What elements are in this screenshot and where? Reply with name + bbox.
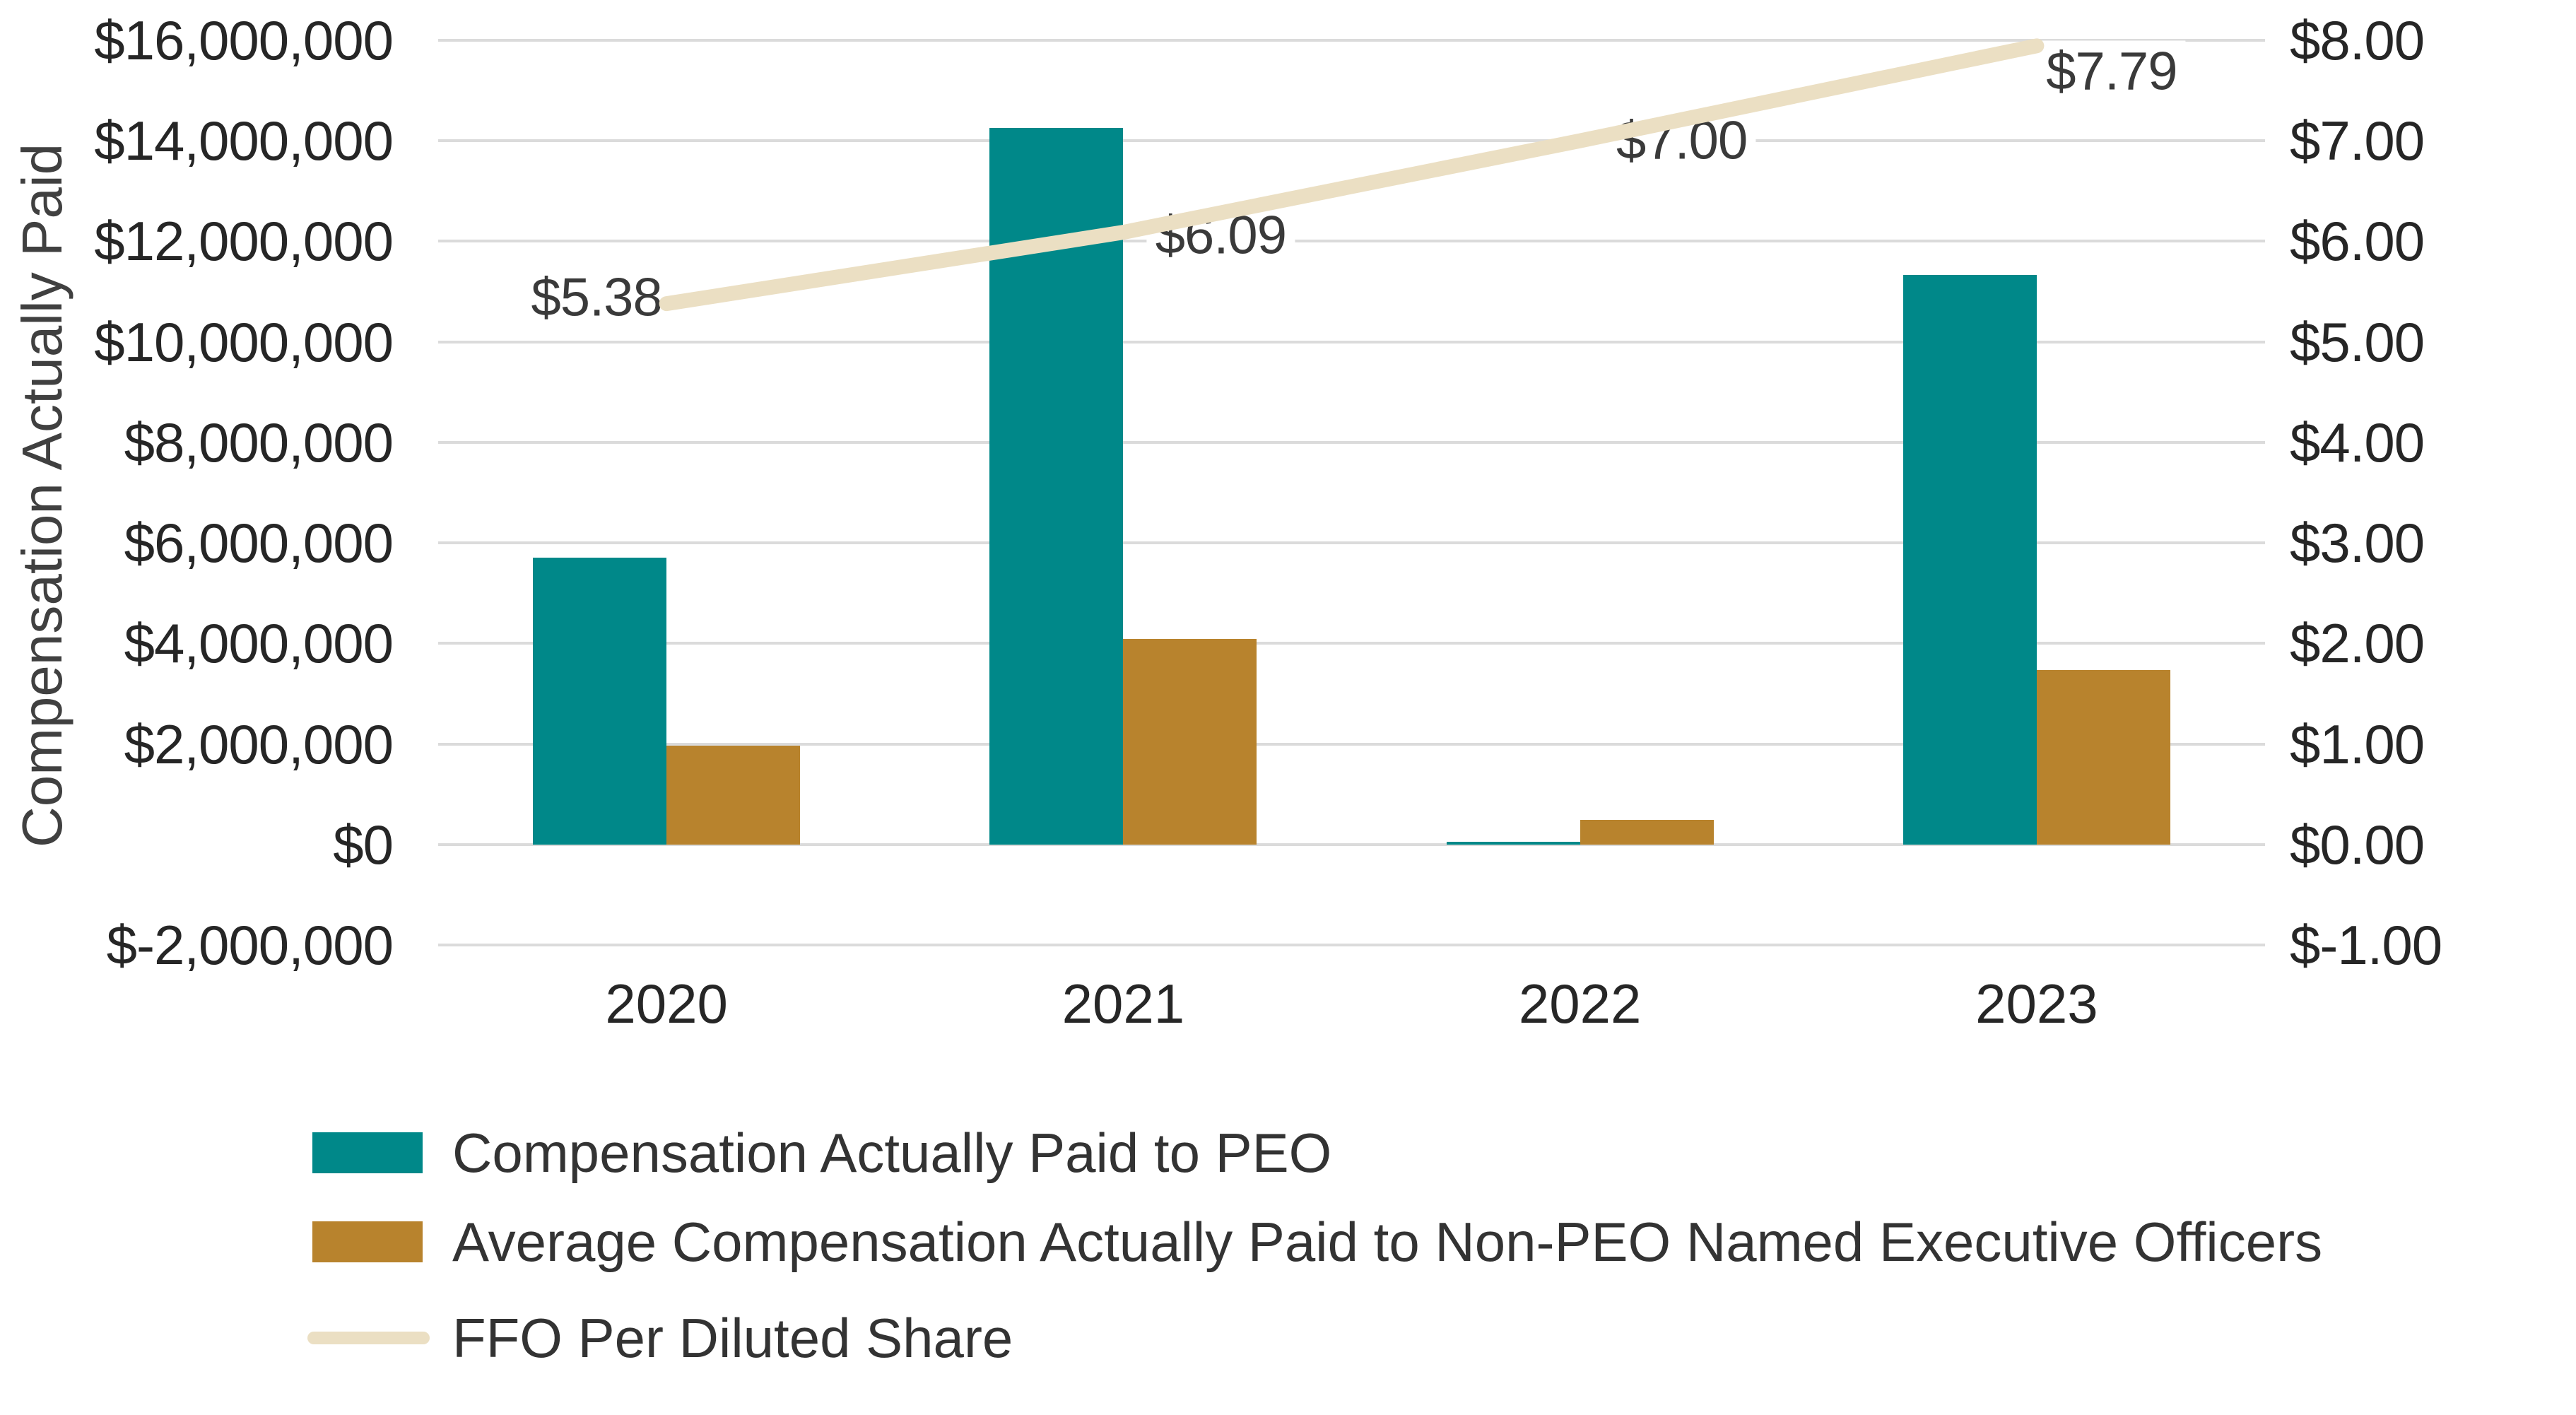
right-axis-tick: $6.00 bbox=[2290, 210, 2425, 273]
left-axis-tick: $14,000,000 bbox=[94, 110, 394, 172]
right-axis-tick: $1.00 bbox=[2290, 712, 2425, 775]
left-axis-tick: $0 bbox=[333, 813, 394, 876]
right-axis-tick: $2.00 bbox=[2290, 612, 2425, 675]
left-axis-tick: $6,000,000 bbox=[124, 512, 394, 575]
gridline bbox=[438, 642, 2265, 645]
gridline bbox=[438, 541, 2265, 545]
gridline bbox=[438, 842, 2265, 846]
gridline bbox=[438, 39, 2265, 42]
right-axis-tick: $-1.00 bbox=[2290, 914, 2442, 976]
gridline bbox=[438, 944, 2265, 946]
bar-non-peo-neo-2020 bbox=[666, 745, 801, 845]
bar-swatch-icon bbox=[312, 1132, 423, 1173]
x-axis-label-2021: 2021 bbox=[1061, 973, 1185, 1035]
legend-label: Average Compensation Actually Paid to No… bbox=[452, 1211, 2323, 1273]
gridline bbox=[438, 340, 2265, 344]
legend-label: Compensation Actually Paid to PEO bbox=[452, 1122, 1332, 1184]
bar-non-peo-neo-2022 bbox=[1580, 819, 1714, 845]
x-axis-label-2020: 2020 bbox=[605, 973, 728, 1035]
left-axis-tick: $12,000,000 bbox=[94, 210, 394, 273]
right-axis-tick: $8.00 bbox=[2290, 9, 2425, 71]
gridline bbox=[438, 139, 2265, 143]
line-swatch-icon bbox=[307, 1332, 430, 1344]
left-axis-tick: $-2,000,000 bbox=[106, 914, 394, 976]
gridline bbox=[438, 742, 2265, 746]
left-axis-tick: $10,000,000 bbox=[94, 310, 394, 373]
ffo-per-diluted-share-line bbox=[659, 38, 2045, 312]
left-axis-tick: $4,000,000 bbox=[124, 612, 394, 675]
right-axis-tick: $5.00 bbox=[2290, 310, 2425, 373]
bar-peo-2023 bbox=[1902, 275, 2037, 845]
bar-non-peo-neo-2021 bbox=[1123, 638, 1257, 845]
bar-peo-2022 bbox=[1446, 841, 1580, 845]
right-axis-tick: $7.00 bbox=[2290, 110, 2425, 172]
left-axis-tick: $2,000,000 bbox=[124, 712, 394, 775]
bar-swatch-icon bbox=[312, 1221, 423, 1262]
left-axis-tick: $16,000,000 bbox=[94, 9, 394, 71]
left-axis-tick: $8,000,000 bbox=[124, 411, 394, 474]
x-axis-label-2022: 2022 bbox=[1518, 973, 1642, 1035]
right-axis-tick: $3.00 bbox=[2290, 512, 2425, 575]
right-axis-tick: $0.00 bbox=[2290, 813, 2425, 876]
right-axis-tick: $4.00 bbox=[2290, 411, 2425, 474]
x-axis-label-2023: 2023 bbox=[1975, 973, 2098, 1035]
gridline bbox=[438, 240, 2265, 243]
ffo-data-label-2020: $5.38 bbox=[522, 266, 671, 329]
bar-non-peo-neo-2023 bbox=[2036, 670, 2170, 845]
gridline bbox=[438, 440, 2265, 444]
bar-peo-2020 bbox=[533, 557, 667, 845]
legend-label: FFO Per Diluted Share bbox=[452, 1307, 1013, 1369]
ffo-data-label-2023: $7.79 bbox=[2037, 40, 2186, 102]
